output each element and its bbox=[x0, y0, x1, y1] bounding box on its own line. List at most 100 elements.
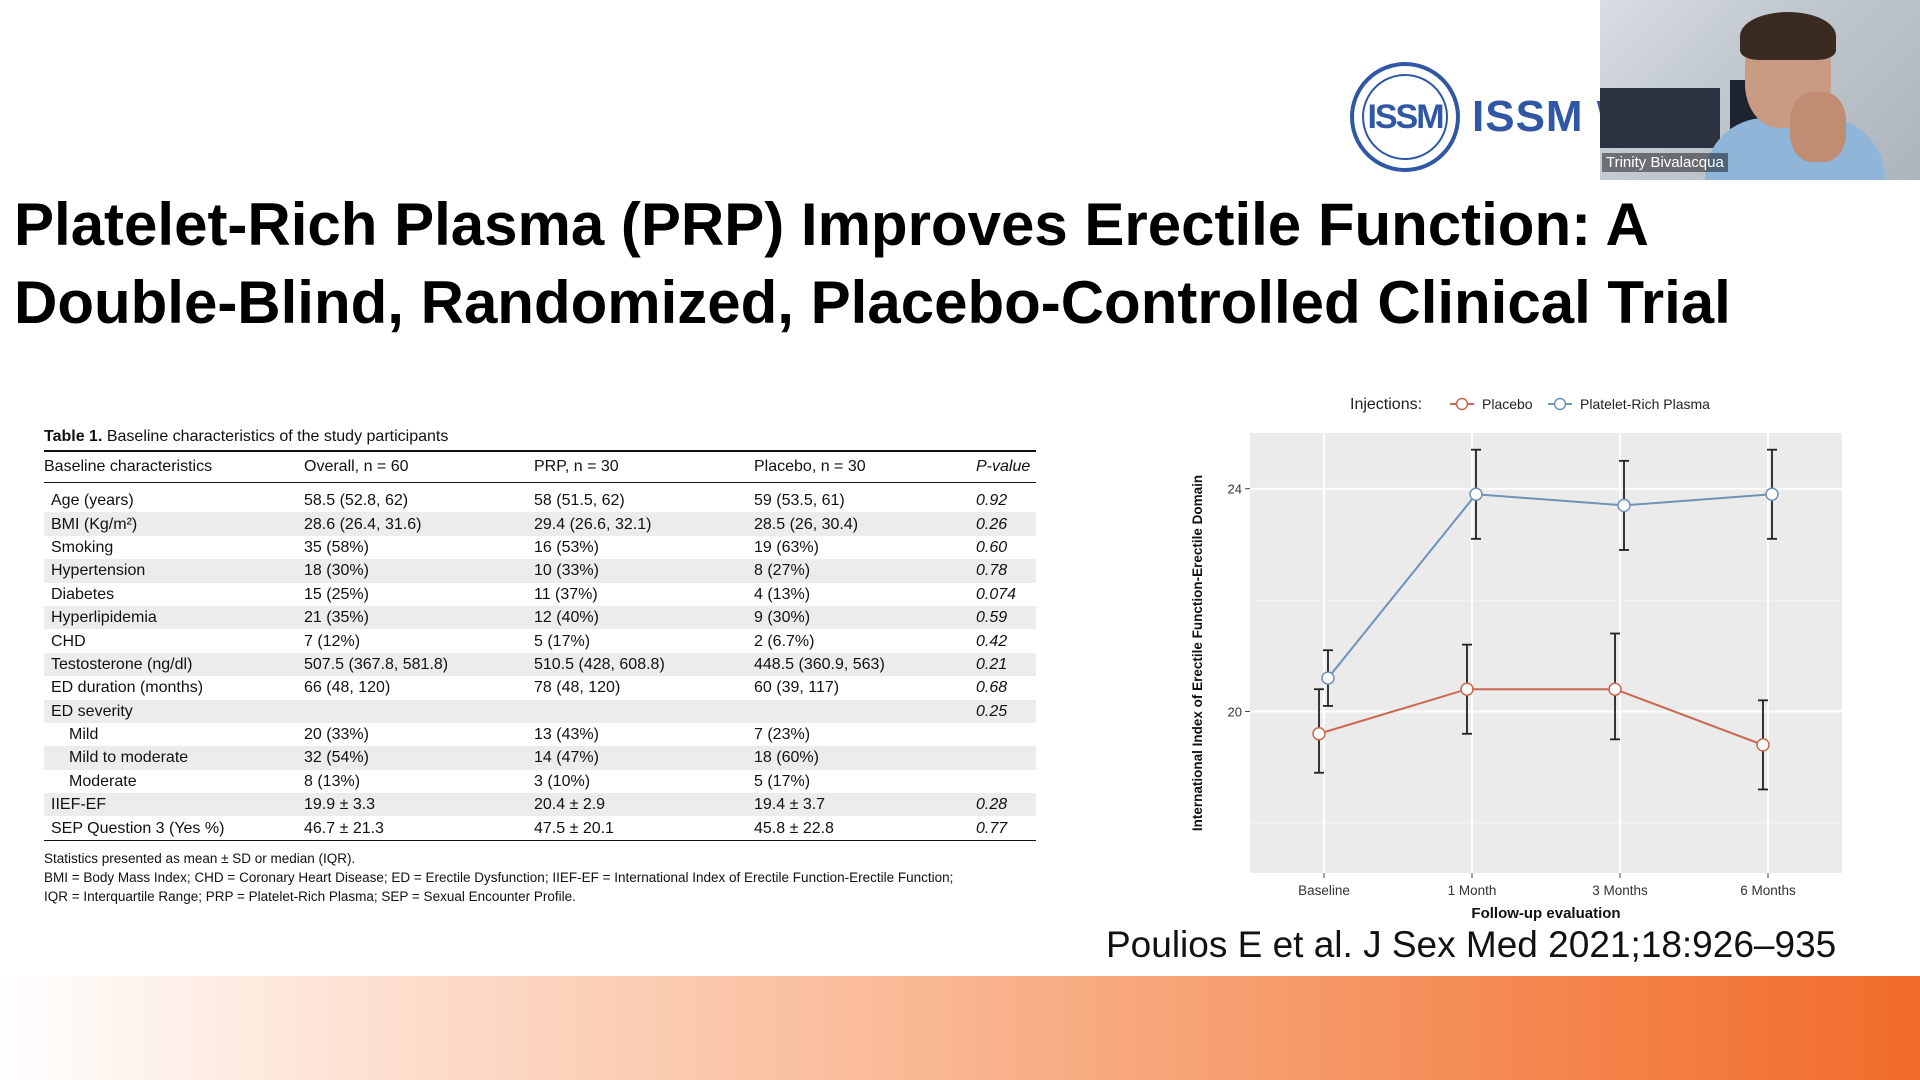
table-cell: 5 (17%) bbox=[754, 772, 811, 790]
baseline-table-block: Table 1. Baseline characteristics of the… bbox=[44, 428, 1044, 906]
table-row: Hyperlipidemia 21 (35%) 12 (40%) 9 (30%) 0.5… bbox=[44, 605, 1036, 630]
table-cell: 35 (58%) bbox=[304, 538, 369, 556]
table-note: Statistics presented as mean ± SD or med… bbox=[44, 850, 356, 866]
table-cell bbox=[976, 723, 1036, 746]
data-point bbox=[1617, 498, 1631, 513]
table-cell: 0.42 bbox=[976, 632, 1008, 650]
table-cell: 0.68 bbox=[976, 679, 1008, 697]
x-tick-label: 6 Months bbox=[1740, 883, 1796, 898]
table-cell: 2 (6.7%) bbox=[754, 632, 815, 650]
table-cell: 8 (13%) bbox=[304, 772, 361, 790]
iief-chart: Injections: Placebo Platelet-Rich Plasma 20… bbox=[1160, 385, 1860, 925]
table-cell bbox=[976, 770, 1036, 793]
y-tick-label: 24 bbox=[1228, 482, 1242, 497]
legend-title: Injections: bbox=[1350, 396, 1422, 413]
table-cell: 0.26 bbox=[976, 512, 1036, 536]
table-note: IQR = Interquartile Range; PRP = Platele… bbox=[44, 888, 576, 904]
table-cell: 58 (51.5, 62) bbox=[534, 492, 625, 510]
data-point bbox=[1460, 682, 1474, 696]
series-line bbox=[1318, 688, 1764, 746]
table-cell: 21 (35%) bbox=[304, 605, 534, 630]
table-cell: 28.5 (26, 30.4) bbox=[754, 512, 976, 536]
legend-swatch-marker bbox=[1553, 397, 1567, 411]
table-caption: Table 1. Baseline characteristics of the… bbox=[44, 428, 1044, 446]
table-row-label: BMI (Kg/m²) bbox=[44, 512, 304, 536]
table-cell: 19.9 ± 3.3 bbox=[304, 793, 534, 817]
table-cell: 4 (13%) bbox=[754, 585, 811, 603]
table-cell: 20.4 ± 2.9 bbox=[534, 793, 754, 817]
slide-title-line1: Platelet-Rich Plasma (PRP) Improves Erec… bbox=[14, 191, 1649, 258]
table-cell: 19 (63%) bbox=[754, 538, 819, 556]
table-cell: 0.60 bbox=[976, 538, 1008, 556]
table-row-label: Hypertension bbox=[44, 559, 304, 583]
table-row: Hypertension 18 (30%) 10 (33%) 8 (27%) 0.78 bbox=[44, 559, 1036, 583]
table-cell: 28.6 (26.4, 31.6) bbox=[304, 512, 534, 536]
table-cell: 14 (47%) bbox=[534, 746, 754, 770]
table-row-label: SEP Question 3 (Yes %) bbox=[44, 816, 304, 841]
table-row-label: Hyperlipidemia bbox=[44, 605, 304, 630]
table-row-label: Smoking bbox=[51, 538, 114, 556]
table-row-label: Mild bbox=[69, 726, 99, 744]
table-row: IIEF-EF 19.9 ± 3.3 20.4 ± 2.9 19.4 ± 3.7 0.2… bbox=[44, 793, 1036, 817]
baseline-table: Baseline characteristics Overall, n = 60… bbox=[44, 450, 1036, 841]
presenter-hair bbox=[1740, 12, 1836, 60]
table-cell bbox=[304, 699, 534, 723]
table-cell: 510.5 (428, 608.8) bbox=[534, 652, 754, 677]
table-cell: 16 (53%) bbox=[534, 538, 599, 556]
presenter-video[interactable]: Trinity Bivalacqua bbox=[1600, 0, 1920, 180]
data-point bbox=[1469, 487, 1483, 502]
background-window bbox=[1600, 88, 1720, 148]
issm-logo-text: ISSM bbox=[1362, 74, 1448, 160]
table-row: CHD 7 (12%) 5 (17%) 2 (6.7%) 0.42 bbox=[44, 629, 1036, 652]
table-row: Moderate 8 (13%) 3 (10%) 5 (17%) bbox=[44, 770, 1036, 793]
legend-label: Platelet-Rich Plasma bbox=[1580, 396, 1710, 412]
table-row: BMI (Kg/m²) 28.6 (26.4, 31.6) 29.4 (26.6, … bbox=[44, 512, 1036, 536]
legend-label: Placebo bbox=[1482, 396, 1533, 412]
table-cell: 448.5 (360.9, 563) bbox=[754, 652, 976, 677]
table-cell: 59 (53.5, 61) bbox=[754, 492, 845, 510]
citation: Poulios E et al. J Sex Med 2021;18:926–9… bbox=[1106, 924, 1837, 965]
table-cell bbox=[976, 746, 1036, 770]
table-row: SEP Question 3 (Yes %) 46.7 ± 21.3 47.5 ± … bbox=[44, 816, 1036, 841]
table-cell: 18 (60%) bbox=[754, 746, 976, 770]
table-row: Mild to moderate 32 (54%) 14 (47%) 18 (60%) bbox=[44, 746, 1036, 770]
table-cell: 0.074 bbox=[976, 585, 1017, 603]
x-tick-label: 3 Months bbox=[1592, 883, 1648, 898]
y-tick-label: 20 bbox=[1228, 704, 1242, 719]
table-row-label: IIEF-EF bbox=[44, 793, 304, 817]
data-point bbox=[1321, 671, 1335, 685]
slide-title-line2: Double-Blind, Randomized, Placebo-Contro… bbox=[14, 269, 1731, 336]
table-notes: Statistics presented as mean ± SD or med… bbox=[44, 849, 1044, 906]
table-cell: 0.25 bbox=[976, 699, 1036, 723]
table-row-label: Age (years) bbox=[51, 492, 134, 510]
table-cell: 19.4 ± 3.7 bbox=[754, 793, 976, 817]
table-header: Baseline characteristics bbox=[44, 450, 304, 483]
table-row: Smoking 35 (58%) 16 (53%) 19 (63%) 0.60 bbox=[44, 536, 1036, 559]
table-row: Age (years) 58.5 (52.8, 62) 58 (51.5, 62) 5… bbox=[44, 483, 1036, 513]
table-row: ED duration (months) 66 (48, 120) 78 (48, … bbox=[44, 676, 1036, 699]
table-cell: 58.5 (52.8, 62) bbox=[304, 492, 409, 510]
table-header: PRP, n = 30 bbox=[534, 450, 754, 483]
table-row-label: CHD bbox=[51, 632, 86, 650]
table-cell: 0.78 bbox=[976, 559, 1036, 583]
table-cell: 29.4 (26.6, 32.1) bbox=[534, 512, 754, 536]
table-cell: 10 (33%) bbox=[534, 559, 754, 583]
x-tick-label: Baseline bbox=[1298, 883, 1350, 898]
table-row: Testosterone (ng/dl) 507.5 (367.8, 581.8)… bbox=[44, 652, 1036, 677]
iief-chart-svg: Injections: Placebo Platelet-Rich Plasma 20… bbox=[1190, 396, 1842, 922]
table-cell: 7 (23%) bbox=[754, 726, 811, 744]
table-cell: 3 (10%) bbox=[534, 772, 591, 790]
table-cell: 32 (54%) bbox=[304, 746, 534, 770]
table-cell: 13 (43%) bbox=[534, 726, 599, 744]
table-cell: 0.59 bbox=[976, 605, 1036, 630]
table-cell bbox=[754, 699, 976, 723]
legend-swatch-marker bbox=[1455, 397, 1469, 411]
table-cell: 12 (40%) bbox=[534, 605, 754, 630]
table-cell: 46.7 ± 21.3 bbox=[304, 816, 534, 841]
table-caption-text: Baseline characteristics of the study pa… bbox=[106, 428, 449, 445]
table-header: Overall, n = 60 bbox=[304, 450, 534, 483]
slide-title: Platelet-Rich Plasma (PRP) Improves Erec… bbox=[14, 186, 1894, 342]
data-point bbox=[1312, 727, 1326, 741]
table-cell: 5 (17%) bbox=[534, 632, 591, 650]
presenter-hand bbox=[1790, 92, 1846, 162]
